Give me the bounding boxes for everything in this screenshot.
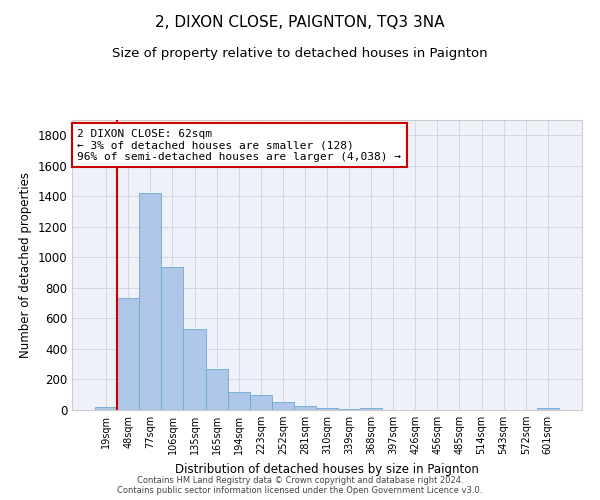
- Text: Contains HM Land Registry data © Crown copyright and database right 2024.
Contai: Contains HM Land Registry data © Crown c…: [118, 476, 482, 495]
- Text: 2 DIXON CLOSE: 62sqm
← 3% of detached houses are smaller (128)
96% of semi-detac: 2 DIXON CLOSE: 62sqm ← 3% of detached ho…: [77, 128, 401, 162]
- Bar: [95, 407, 117, 410]
- Bar: [139, 194, 161, 410]
- Bar: [338, 409, 360, 410]
- Y-axis label: Number of detached properties: Number of detached properties: [19, 172, 32, 358]
- Bar: [184, 329, 206, 410]
- Bar: [294, 406, 316, 410]
- Bar: [117, 298, 139, 410]
- Text: Size of property relative to detached houses in Paignton: Size of property relative to detached ho…: [112, 48, 488, 60]
- X-axis label: Distribution of detached houses by size in Paignton: Distribution of detached houses by size …: [175, 462, 479, 475]
- Bar: [227, 392, 250, 410]
- Bar: [161, 268, 184, 410]
- Bar: [360, 408, 382, 410]
- Bar: [272, 402, 294, 410]
- Bar: [206, 369, 227, 410]
- Bar: [316, 408, 338, 410]
- Bar: [250, 394, 272, 410]
- Bar: [537, 408, 559, 410]
- Text: 2, DIXON CLOSE, PAIGNTON, TQ3 3NA: 2, DIXON CLOSE, PAIGNTON, TQ3 3NA: [155, 15, 445, 30]
